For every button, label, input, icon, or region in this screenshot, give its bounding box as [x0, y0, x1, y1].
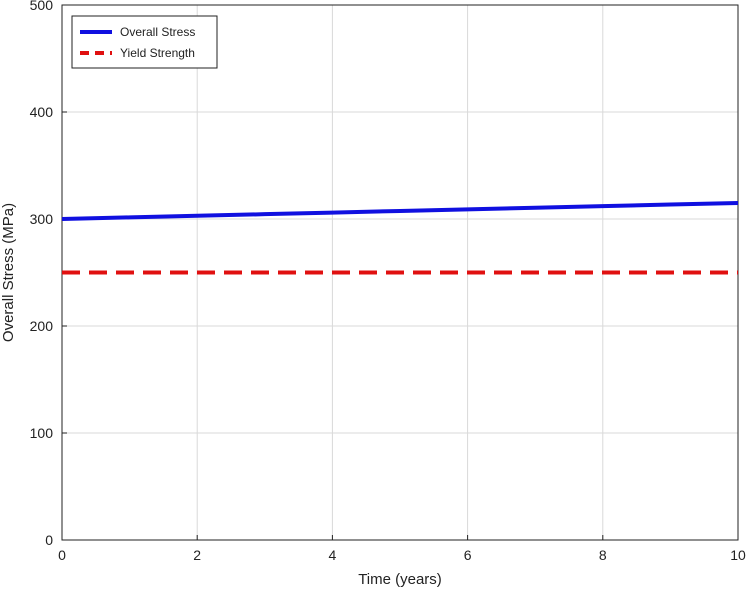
y-tick-label: 0	[45, 532, 53, 548]
y-tick-label: 200	[30, 318, 54, 334]
legend: Overall Stress Yield Strength	[71, 15, 218, 69]
x-tick-label: 0	[58, 547, 66, 563]
y-axis-title: Overall Stress (MPa)	[0, 203, 17, 342]
series-group	[61, 200, 739, 275]
y-tick-label: 500	[30, 0, 54, 13]
y-tick-label: 100	[30, 425, 54, 441]
legend-box	[71, 15, 218, 69]
x-tick-label: 6	[464, 547, 472, 563]
series-line-overall-stress	[61, 200, 739, 221]
legend-label-overall-stress: Overall Stress	[120, 25, 195, 39]
x-tick-label: 4	[329, 547, 337, 563]
x-tick-label: 10	[730, 547, 746, 563]
y-tick-label: 400	[30, 104, 54, 120]
legend-label-yield-strength: Yield Strength	[120, 46, 195, 60]
x-tick-label: 2	[193, 547, 201, 563]
y-tick-label: 300	[30, 211, 54, 227]
x-axis-title: Time (years)	[358, 571, 442, 588]
x-tick-label: 8	[599, 547, 607, 563]
